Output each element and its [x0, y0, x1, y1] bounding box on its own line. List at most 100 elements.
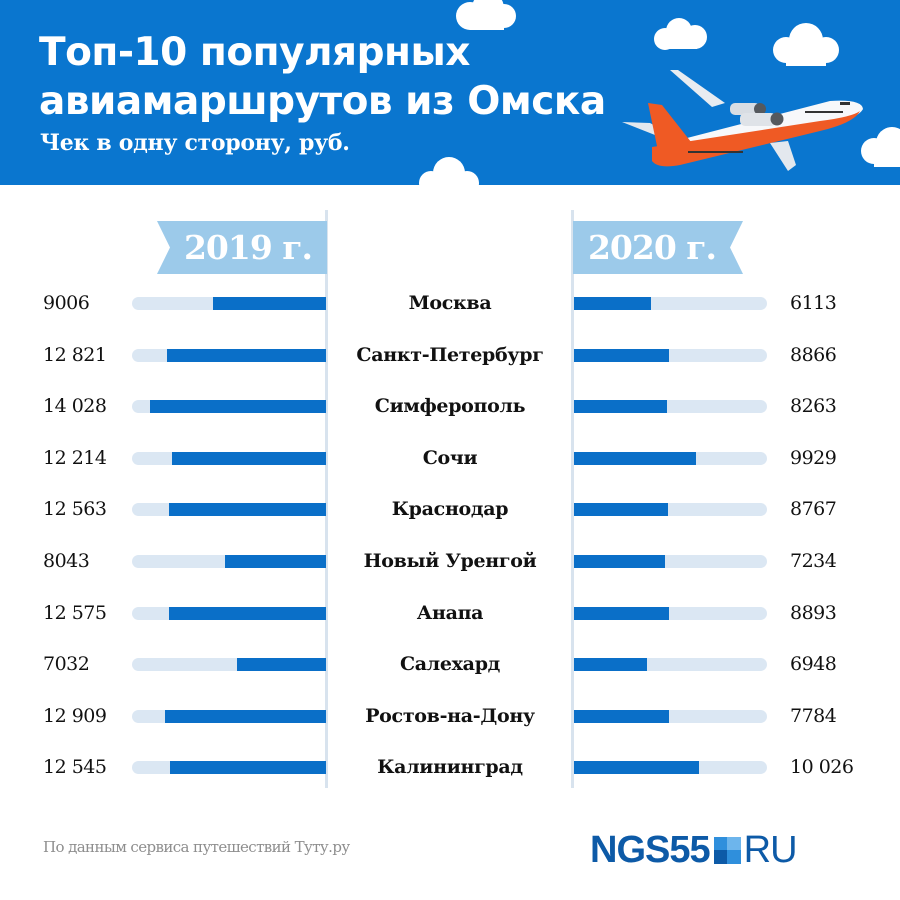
left-divider — [325, 210, 328, 788]
table-row: 8043 Новый Уренгой 7234 — [0, 546, 900, 576]
city-label: Симферополь — [374, 395, 526, 418]
value-2019: 14 028 — [43, 395, 107, 418]
airplane-icon — [622, 70, 863, 171]
bar-2019 — [213, 297, 326, 310]
bar-track-2019 — [132, 658, 326, 672]
logo-text-ngs: NGS55 — [590, 829, 711, 871]
bar-track-2020 — [574, 658, 767, 672]
value-2020: 8866 — [790, 343, 837, 366]
cloud-icon — [861, 127, 900, 167]
bar-2020 — [574, 451, 696, 465]
year-tag-2019: 2019 г. — [157, 221, 327, 274]
title-line-1: Топ-10 популярных — [39, 30, 470, 75]
value-2019: 12 821 — [43, 343, 107, 366]
bar-track-2020 — [574, 761, 767, 775]
bar-track-2020 — [574, 503, 767, 517]
bar-track-2019 — [132, 400, 326, 414]
bar-track-2019 — [132, 709, 326, 723]
right-divider — [571, 210, 574, 788]
cloud-icon — [654, 18, 707, 50]
value-2020: 8263 — [790, 395, 837, 418]
table-row: 12 563 Краснодар 8767 — [0, 494, 900, 524]
bar-2020 — [574, 503, 668, 517]
bar-2020 — [574, 348, 669, 362]
table-row: 12 575 Анапа 8893 — [0, 598, 900, 628]
bar-track-2019 — [132, 348, 326, 362]
value-2019: 7032 — [43, 653, 90, 676]
bar-track-2020 — [574, 400, 767, 414]
bar-track-2019 — [132, 555, 326, 568]
value-2020: 6948 — [790, 653, 837, 676]
value-2019: 12 575 — [43, 601, 107, 624]
bar-2019 — [165, 709, 326, 723]
ngs55-logo[interactable]: NGS55 RU — [590, 829, 798, 871]
table-row: 9006 Москва 6113 — [0, 288, 900, 318]
bar-2019 — [225, 555, 326, 568]
value-2019: 12 545 — [43, 756, 107, 779]
bar-2020 — [574, 658, 647, 672]
city-label: Ростов-на-Дону — [365, 704, 535, 727]
bar-2020 — [574, 297, 651, 310]
bar-track-2019 — [132, 606, 326, 620]
bar-2019 — [237, 658, 326, 672]
table-row: 14 028 Симферополь 8263 — [0, 391, 900, 421]
header-banner: Топ-10 популярных авиамаршрутов из Омска… — [0, 0, 900, 185]
bar-track-2019 — [132, 297, 326, 310]
table-row: 12 909 Ростов-на-Дону 7784 — [0, 701, 900, 731]
city-label: Сочи — [422, 446, 478, 469]
bar-track-2019 — [132, 451, 326, 465]
logo-square-icon — [713, 836, 741, 864]
value-2020: 8767 — [790, 498, 837, 521]
city-label: Москва — [408, 292, 492, 314]
table-row: 12 214 Сочи 9929 — [0, 443, 900, 473]
bar-2019 — [150, 400, 326, 414]
table-row: 7032 Салехард 6948 — [0, 649, 900, 679]
bar-2020 — [574, 400, 667, 414]
city-label: Санкт-Петербург — [356, 343, 544, 366]
value-2020: 7234 — [790, 550, 837, 572]
bar-track-2020 — [574, 606, 767, 620]
cloud-icon — [419, 157, 479, 185]
subtitle: Чек в одну сторону, руб. — [40, 130, 350, 156]
table-row: 12 821 Санкт-Петербург 8866 — [0, 340, 900, 370]
city-label: Калининград — [377, 756, 523, 779]
city-label: Салехард — [399, 653, 501, 676]
bar-track-2019 — [132, 761, 326, 775]
bar-track-2019 — [132, 503, 326, 517]
value-2019: 12 214 — [43, 446, 107, 469]
bar-track-2020 — [574, 451, 767, 465]
value-2020: 7784 — [790, 704, 837, 727]
city-label: Анапа — [416, 601, 484, 624]
logo-text-ru: RU — [743, 829, 798, 871]
cloud-icon — [456, 0, 516, 30]
bar-2019 — [169, 503, 326, 517]
title-line-2: авиамаршрутов из Омска — [39, 79, 606, 124]
bar-2019 — [172, 451, 326, 465]
bar-2020 — [574, 709, 669, 723]
city-label: Краснодар — [391, 498, 509, 521]
value-2020: 6113 — [790, 292, 837, 314]
bar-2020 — [574, 555, 665, 568]
bar-2019 — [170, 761, 326, 775]
value-2019: 9006 — [43, 292, 90, 314]
value-2020: 8893 — [790, 601, 837, 624]
bar-track-2020 — [574, 709, 767, 723]
value-2019: 8043 — [43, 550, 90, 572]
bar-track-2020 — [574, 555, 767, 568]
cloud-icon — [773, 23, 839, 66]
source-note: По данным сервиса путешествий Туту.ру — [43, 838, 350, 856]
page-title: Топ-10 популярных авиамаршрутов из Омска — [39, 28, 606, 126]
bar-track-2020 — [574, 297, 767, 310]
bar-2019 — [167, 348, 326, 362]
bar-2019 — [169, 606, 326, 620]
table-row: 12 545 Калининград 10 026 — [0, 752, 900, 782]
bar-track-2020 — [574, 348, 767, 362]
value-2020: 10 026 — [790, 756, 854, 779]
city-label: Новый Уренгой — [363, 550, 537, 572]
bar-2020 — [574, 606, 669, 620]
value-2020: 9929 — [790, 446, 837, 469]
value-2019: 12 563 — [43, 498, 107, 521]
year-tag-2020: 2020 г. — [573, 221, 743, 274]
bar-2020 — [574, 761, 699, 775]
value-2019: 12 909 — [43, 704, 107, 727]
